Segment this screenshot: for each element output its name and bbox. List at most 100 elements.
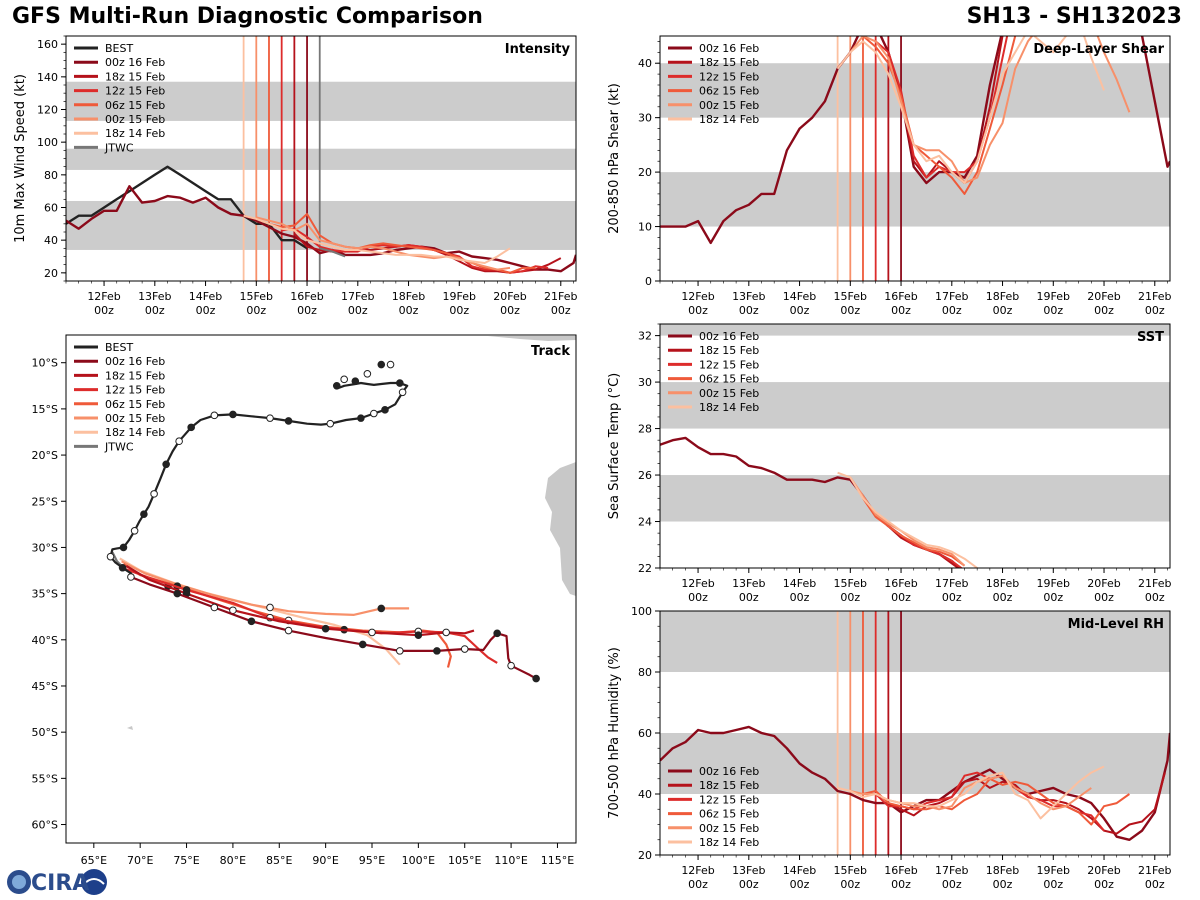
legend-label: 00z 15 Feb [105, 412, 165, 425]
track-point [357, 414, 365, 422]
legend-label: 12z 15 Feb [699, 70, 759, 83]
shaded-band [66, 200, 576, 250]
track-point [377, 360, 386, 369]
x-tick-label: 105°E [448, 854, 481, 867]
y-tick-label: 22 [638, 562, 652, 575]
legend-label: 06z 15 Feb [105, 398, 165, 411]
x-tick-label: 18Feb [986, 864, 1019, 877]
track-point [386, 360, 395, 369]
y-tick-label: 30 [638, 112, 652, 125]
track-point [332, 382, 341, 390]
series-line-06z-15-feb [862, 497, 966, 567]
y-tick-label: 60°S [32, 819, 58, 832]
y-tick-label: 50°S [32, 726, 58, 739]
x-tick-label: 00z [942, 878, 962, 891]
legend-label: 06z 15 Feb [699, 373, 759, 386]
x-tick-label: 16Feb [884, 577, 917, 590]
legend-label: 18z 14 Feb [105, 127, 165, 140]
track-point [247, 617, 256, 626]
y-tick-label: 100 [631, 605, 652, 618]
track-point [106, 552, 115, 561]
y-tick-label: 45°S [32, 680, 58, 693]
x-tick-label: 00z [790, 304, 810, 317]
y-axis-label: 200-850 hPa Shear (kt) [607, 83, 622, 234]
landmass-island [127, 726, 133, 730]
y-tick-label: 60 [638, 727, 652, 740]
track-line-best [109, 381, 409, 578]
legend-label: 00z 15 Feb [699, 387, 759, 400]
legend-label: 00z 16 Feb [105, 56, 165, 69]
track-point [507, 661, 515, 670]
track-point [363, 369, 372, 378]
y-tick-label: 25°S [32, 495, 58, 508]
series-line-18z-14-feb [243, 214, 511, 264]
y-tick-label: 20 [44, 267, 58, 280]
shaded-band [66, 81, 576, 121]
legend-label: 18z 14 Feb [105, 426, 165, 439]
track-point [150, 490, 158, 498]
series-line-00z-16-feb [660, 725, 1170, 841]
series-line-18z-14-feb [837, 471, 978, 568]
legend-label: 18z 14 Feb [699, 113, 759, 126]
x-tick-label: 00z [1094, 591, 1114, 604]
x-tick-label: 14Feb [783, 290, 816, 303]
x-tick-label: 00z [500, 304, 520, 317]
x-tick-label: 19Feb [1037, 577, 1070, 590]
track-point [119, 543, 128, 552]
shaded-band [660, 324, 1170, 336]
legend-label: BEST [105, 42, 133, 55]
y-tick-label: 60 [44, 202, 58, 215]
track-point [381, 406, 389, 414]
x-tick-label: 00z [891, 304, 911, 317]
x-tick-label: 115°E [541, 854, 574, 867]
series-line-00z-16-feb [660, 36, 1170, 245]
x-tick-label: 70°E [127, 854, 153, 867]
x-tick-label: 14Feb [189, 290, 222, 303]
x-tick-label: 18Feb [986, 577, 1019, 590]
y-tick-label: 35°S [32, 588, 58, 601]
cira-logo-icon: CIRA [7, 869, 107, 896]
storm-id: SH13 - SH132023 [966, 4, 1182, 29]
y-tick-label: 55°S [32, 772, 58, 785]
x-tick-label: 20Feb [1087, 290, 1120, 303]
x-tick-label: 20Feb [1087, 577, 1120, 590]
y-tick-label: 80 [638, 666, 652, 679]
x-tick-label: 00z [348, 304, 368, 317]
panel-title: Mid-Level RH [1068, 617, 1164, 632]
plot-frame [65, 334, 577, 844]
track-point [162, 460, 170, 469]
track-point [266, 414, 274, 422]
series-line-06z-15-feb [862, 36, 1017, 195]
shaded-band [660, 63, 1170, 118]
x-tick-label: 20Feb [1087, 864, 1120, 877]
x-tick-label: 00z [891, 591, 911, 604]
x-tick-label: 00z [399, 304, 419, 317]
x-tick-label: 15Feb [834, 864, 867, 877]
y-tick-label: 26 [638, 469, 652, 482]
track-point [229, 410, 237, 419]
legend-label: 18z 15 Feb [699, 779, 759, 792]
legend-label: 06z 15 Feb [699, 808, 759, 821]
x-tick-label: 19Feb [1037, 864, 1070, 877]
x-tick-label: 95°E [359, 854, 385, 867]
x-tick-label: 14Feb [783, 864, 816, 877]
x-tick-label: 00z [94, 304, 114, 317]
series-line-00z-15-feb [849, 36, 1131, 184]
x-tick-label: 00z [993, 878, 1013, 891]
track-point [433, 647, 441, 655]
y-tick-label: 24 [638, 516, 652, 529]
track-point [266, 603, 274, 612]
x-tick-label: 00z [688, 304, 708, 317]
x-tick-label: 18Feb [986, 290, 1019, 303]
track-point [493, 629, 501, 638]
x-tick-label: 12Feb [87, 290, 120, 303]
y-tick-label: 15°S [32, 403, 58, 416]
shaded-band [66, 148, 576, 170]
x-tick-label: 00z [1145, 304, 1165, 317]
x-tick-label: 00z [739, 878, 759, 891]
track-point [173, 589, 182, 598]
y-tick-label: 10°S [32, 357, 58, 370]
track-point [210, 411, 219, 420]
track-point [187, 423, 195, 432]
